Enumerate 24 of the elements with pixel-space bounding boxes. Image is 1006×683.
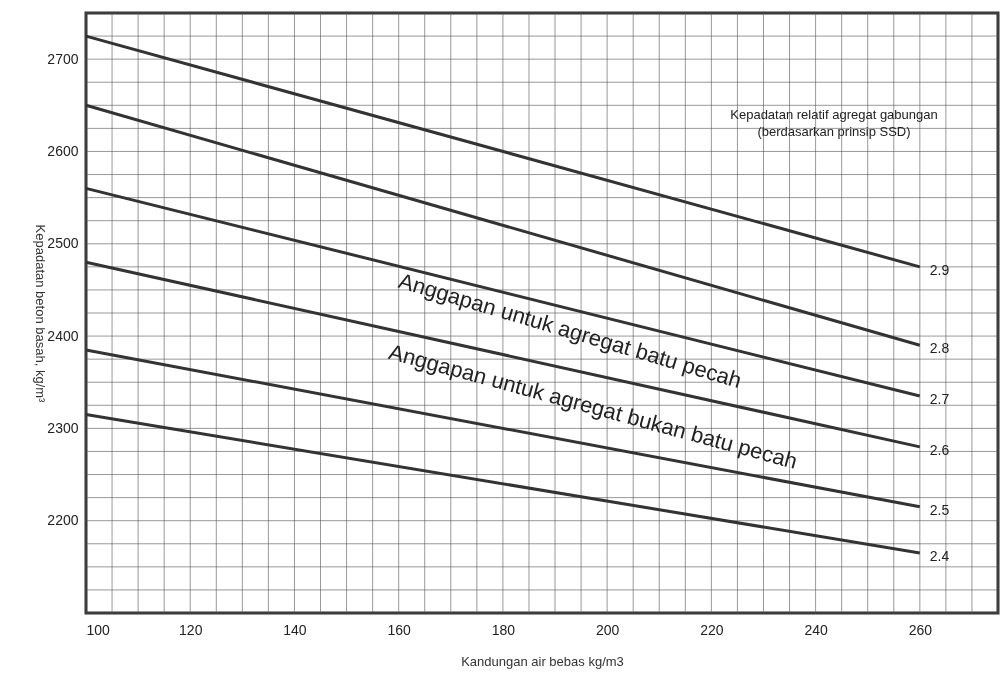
x-tick-label: 200 bbox=[595, 621, 620, 638]
series-label: 2.5 bbox=[929, 501, 950, 518]
y-tick-label: 2600 bbox=[47, 142, 79, 159]
x-tick-label: 160 bbox=[387, 621, 412, 638]
series-label: 2.4 bbox=[929, 548, 950, 564]
y-tick-label: 2500 bbox=[47, 235, 79, 252]
x-axis-title: Kandungan air bebas kg/m3 bbox=[461, 653, 624, 669]
y-tick-label: 2400 bbox=[47, 327, 79, 344]
x-tick-label: 220 bbox=[700, 621, 724, 638]
x-tick-label: 100 bbox=[86, 621, 111, 638]
series-label: 2.6 bbox=[929, 441, 950, 458]
y-axis-title: Kepadatan beton basah, kg/m³ bbox=[33, 224, 49, 404]
y-tick-label: 2700 bbox=[47, 50, 79, 67]
series-label: 2.9 bbox=[929, 261, 950, 278]
x-tick-label: 180 bbox=[491, 621, 516, 638]
x-tick-label: 240 bbox=[804, 621, 828, 638]
series-label: 2.8 bbox=[929, 340, 950, 357]
x-tick-label: 260 bbox=[908, 621, 933, 638]
y-tick-label: 2200 bbox=[47, 512, 79, 529]
legend-title: Kepadatan relatif agregat gabungan (berdasarkan prinsip SSD) bbox=[730, 107, 938, 139]
y-tick-label: 2300 bbox=[47, 419, 79, 436]
series-label: 2.7 bbox=[929, 391, 950, 408]
x-tick-label: 120 bbox=[179, 621, 203, 638]
x-tick-label: 140 bbox=[283, 621, 307, 638]
